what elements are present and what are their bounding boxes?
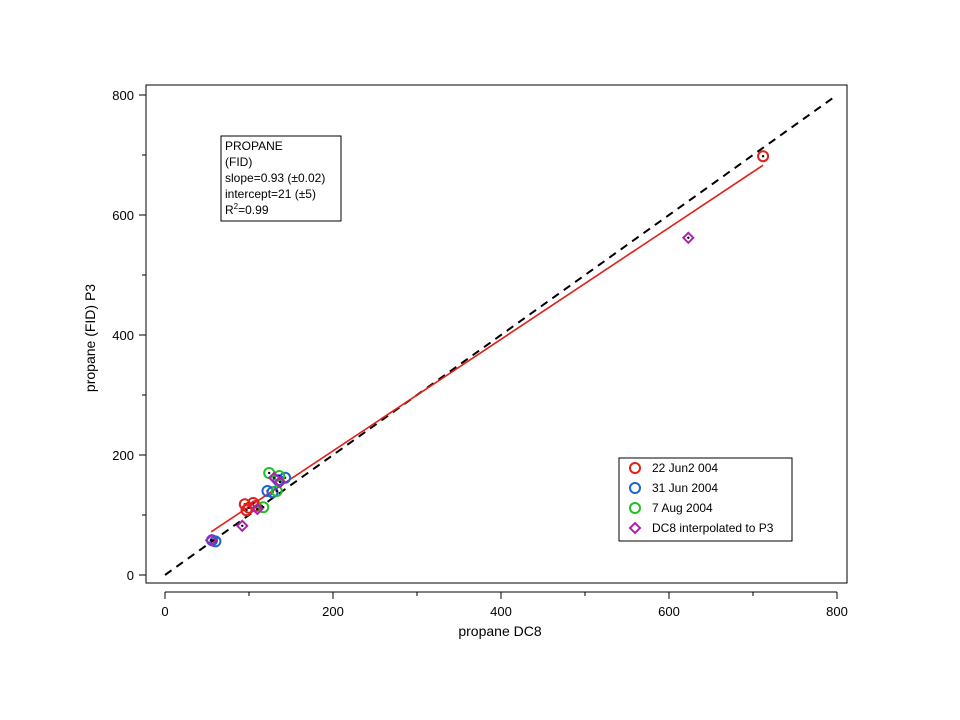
data-point-center <box>241 524 244 527</box>
y-tick-label: 400 <box>112 328 134 343</box>
x-axis: 0 200 400 600 800 <box>161 591 848 619</box>
data-point <box>681 231 695 245</box>
data-point <box>209 535 222 548</box>
annotation-r2-base: R <box>225 203 234 217</box>
stats-annotation: PROPANE (FID) slope=0.93 (±0.02) interce… <box>220 135 342 222</box>
one-to-one-line <box>164 94 838 576</box>
data-point-center <box>210 539 213 542</box>
legend-marker <box>629 482 641 494</box>
data-point-center <box>262 506 265 509</box>
data-point-center <box>275 489 278 493</box>
legend: 22 Jun2 004 31 Jun 2004 7 Aug 2004 DC8 inte… <box>618 457 793 542</box>
series-4 <box>204 231 695 547</box>
x-axis-label: propane DC8 <box>458 623 541 639</box>
legend-label: 22 Jun2 004 <box>652 461 718 475</box>
x-tick-label: 800 <box>826 604 848 619</box>
annotation-r2-sup: 2 <box>234 202 239 211</box>
data-point-center <box>761 155 765 158</box>
data-point <box>235 519 249 533</box>
data-point <box>204 533 218 547</box>
x-tick-label: 600 <box>658 604 680 619</box>
legend-marker <box>629 502 641 514</box>
y-tick-label: 800 <box>112 88 134 103</box>
legend-marker <box>628 521 642 535</box>
legend-marker <box>629 462 641 474</box>
data-point <box>757 150 770 163</box>
y-tick-label: 0 <box>127 568 134 583</box>
annotation-r2: R2=0.99 <box>225 202 269 217</box>
markers-layer <box>204 150 770 548</box>
data-point <box>273 475 287 489</box>
legend-label: 31 Jun 2004 <box>652 481 718 495</box>
data-point-center <box>687 236 690 239</box>
legend-item: 22 Jun2 004 <box>629 461 718 475</box>
annotation-line-4: intercept=21 (±5) <box>225 187 316 201</box>
data-point-center <box>256 507 259 511</box>
x-tick-label: 400 <box>490 604 512 619</box>
legend-item: 31 Jun 2004 <box>629 481 718 495</box>
x-tick-label: 200 <box>322 604 344 619</box>
legend-label: 7 Aug 2004 <box>652 501 713 515</box>
x-tick-label: 0 <box>161 604 168 619</box>
annotation-line-1: PROPANE <box>225 139 283 153</box>
data-point <box>257 501 270 514</box>
legend-item: DC8 interpolated to P3 <box>628 521 774 535</box>
fit-line <box>210 164 764 533</box>
y-axis-label: propane (FID) P3 <box>82 284 98 392</box>
legend-label: DC8 interpolated to P3 <box>652 521 774 535</box>
annotation-r2-value: =0.99 <box>238 203 269 217</box>
lines-layer <box>164 94 838 576</box>
data-point <box>250 502 264 516</box>
data-point <box>267 471 281 485</box>
data-point-center <box>267 471 271 475</box>
y-axis: 0 200 400 600 800 <box>112 88 147 583</box>
annotation-line-2: (FID) <box>225 155 252 169</box>
data-point <box>273 470 286 482</box>
legend-box <box>618 457 793 542</box>
data-point-center <box>273 476 276 479</box>
y-tick-label: 200 <box>112 448 134 463</box>
legend-item: 7 Aug 2004 <box>629 501 713 515</box>
y-tick-label: 600 <box>112 208 134 223</box>
data-point-center <box>278 480 282 484</box>
data-point <box>270 485 283 497</box>
annotation-line-3: slope=0.93 (±0.02) <box>225 171 325 185</box>
stats-annotation-box <box>220 135 342 222</box>
